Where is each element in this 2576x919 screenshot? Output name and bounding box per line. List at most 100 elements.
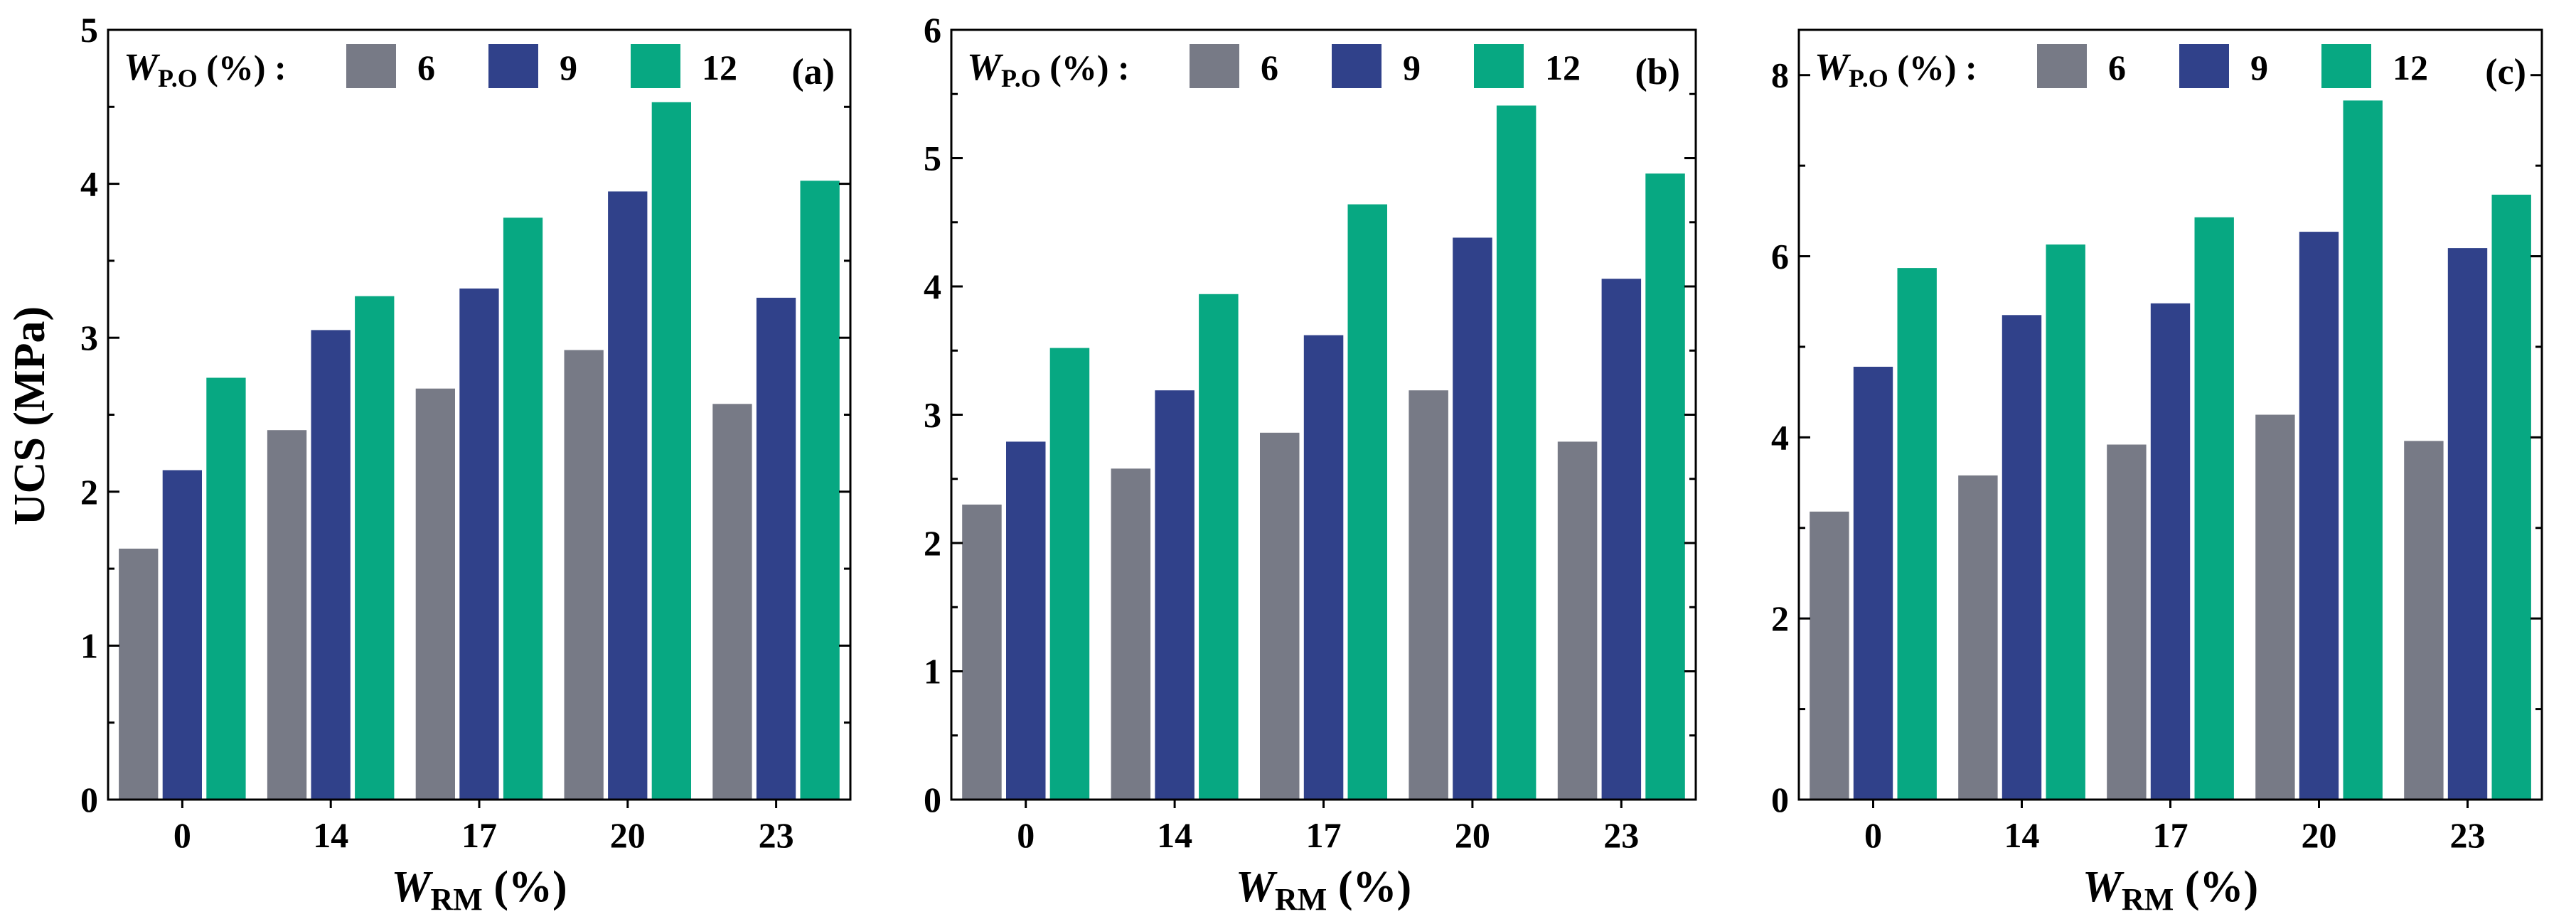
- y-tick-label: 1: [80, 625, 98, 665]
- bar: [608, 191, 648, 800]
- legend-label: 6: [1261, 48, 1278, 87]
- bar: [2150, 303, 2191, 800]
- y-tick-label: 2: [924, 523, 941, 563]
- legend-label: 12: [1545, 48, 1581, 87]
- y-tick-label: 1: [924, 652, 941, 692]
- y-tick-label: 0: [80, 780, 98, 819]
- x-axis-title-unit: (%): [1327, 863, 1411, 911]
- x-tick-label: 0: [1864, 815, 1882, 855]
- bar: [1601, 279, 1642, 800]
- x-tick-label: 23: [2450, 815, 2486, 855]
- y-tick-label: 4: [1771, 417, 1789, 457]
- legend-label: 9: [2250, 48, 2268, 87]
- x-axis-title-main: W: [1236, 863, 1278, 911]
- legend-title-main: W: [967, 45, 1004, 88]
- bar: [651, 102, 691, 800]
- bar: [1006, 441, 1046, 800]
- bar: [2343, 100, 2383, 800]
- bar: [1049, 348, 1090, 800]
- x-axis-title-sub: RM: [1275, 882, 1327, 917]
- bar: [206, 377, 246, 800]
- x-axis-title-main: W: [391, 863, 433, 911]
- y-tick-label: 2: [80, 472, 98, 512]
- x-axis-title-main: W: [2083, 863, 2125, 911]
- bar: [1347, 204, 1387, 800]
- bar: [2002, 315, 2042, 800]
- y-tick-label: 5: [924, 139, 941, 178]
- y-tick-label: 5: [80, 10, 98, 50]
- bar: [1958, 475, 1998, 800]
- bar: [1303, 335, 1344, 800]
- x-tick-label: 0: [173, 815, 191, 855]
- legend-swatch: [1332, 44, 1381, 88]
- bar: [162, 470, 202, 800]
- legend-title-main: W: [124, 45, 161, 88]
- y-tick-label: 6: [1771, 237, 1789, 276]
- bar: [712, 404, 752, 800]
- bar: [355, 296, 395, 800]
- panel-label: (c): [2485, 52, 2526, 92]
- bar: [2491, 194, 2531, 800]
- panel-label: (a): [791, 52, 835, 92]
- x-axis-title-unit: (%): [483, 863, 567, 911]
- legend-label: 6: [417, 48, 435, 87]
- bar: [564, 350, 604, 800]
- bar: [1453, 237, 1492, 800]
- y-axis-title: UCS (MPa): [6, 306, 54, 525]
- x-tick-label: 17: [1306, 815, 1342, 855]
- bar: [1897, 268, 1937, 800]
- bar: [2299, 232, 2339, 800]
- legend-swatch: [488, 44, 538, 88]
- bar: [503, 217, 543, 800]
- x-tick-label: 14: [313, 815, 348, 855]
- y-tick-label: 3: [80, 318, 98, 358]
- bar: [311, 330, 351, 800]
- legend-title: WP.O (%) :: [967, 45, 1130, 92]
- legend-title-sub: P.O: [1849, 64, 1888, 92]
- y-tick-label: 2: [1771, 598, 1789, 638]
- y-tick-label: 3: [924, 395, 941, 435]
- x-axis-title-sub: RM: [2122, 882, 2174, 917]
- bar: [962, 504, 1002, 800]
- legend-swatch: [1474, 44, 1524, 88]
- legend: WP.O (%) : 6 9 12: [967, 44, 1581, 92]
- bar: [756, 297, 796, 800]
- bar: [2255, 414, 2295, 800]
- y-tick-label: 8: [1771, 55, 1789, 95]
- x-tick-label: 14: [2004, 815, 2040, 855]
- x-tick-label: 20: [610, 815, 646, 855]
- x-tick-label: 17: [2153, 815, 2188, 855]
- bar: [2404, 441, 2444, 800]
- legend-title-unit: (%) :: [1888, 48, 1977, 87]
- legend-label: 12: [2393, 48, 2428, 87]
- legend-title: WP.O (%) :: [1815, 45, 1977, 92]
- legend-label: 9: [560, 48, 577, 87]
- bar: [1557, 441, 1598, 800]
- legend-title-main: W: [1815, 45, 1851, 88]
- x-axis-title: WRM (%): [1236, 863, 1411, 917]
- legend-swatch: [2321, 44, 2371, 88]
- panel-label: (b): [1635, 52, 1680, 92]
- bar: [1199, 294, 1239, 800]
- legend-swatch: [2037, 44, 2087, 88]
- legend-title-unit: (%) :: [1041, 48, 1130, 87]
- x-axis-title: WRM (%): [2083, 863, 2258, 917]
- bar: [1853, 367, 1893, 800]
- y-tick-label: 0: [924, 780, 941, 819]
- legend-title: WP.O (%) :: [124, 45, 287, 92]
- legend: WP.O (%) : 6 9 12: [1815, 44, 2428, 92]
- y-tick-label: 4: [924, 267, 941, 306]
- bar: [267, 430, 307, 800]
- bar: [800, 181, 840, 800]
- legend-swatch: [346, 44, 396, 88]
- bar: [1111, 468, 1151, 800]
- bar: [119, 548, 159, 800]
- legend-swatch: [1190, 44, 1239, 88]
- bar: [2107, 444, 2147, 800]
- legend-label: 6: [2108, 48, 2126, 87]
- bar: [1810, 511, 1849, 800]
- x-tick-label: 17: [461, 815, 497, 855]
